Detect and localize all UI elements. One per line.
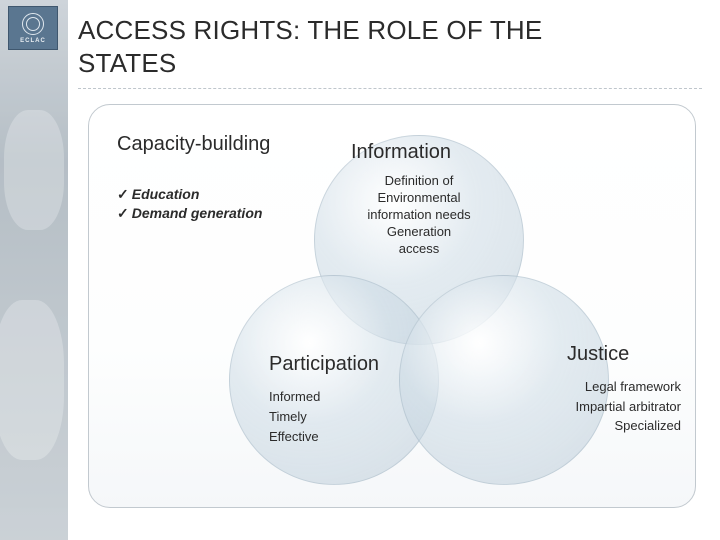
information-body: Definition of Environmental information … (339, 173, 499, 257)
capacity-item: ✓Demand generation (117, 204, 262, 223)
title-line-1: ACCESS RIGHTS: THE ROLE OF THE (78, 14, 542, 47)
title-divider (78, 88, 702, 89)
sidebar-map-strip (0, 0, 68, 540)
capacity-items: ✓Education ✓Demand generation (117, 185, 262, 223)
justice-body: Legal framework Impartial arbitrator Spe… (521, 377, 681, 436)
checkmark-icon: ✓ (117, 205, 129, 221)
page-title: ACCESS RIGHTS: THE ROLE OF THE STATES (78, 14, 542, 79)
logo-abbrev: ECLAC (20, 38, 46, 44)
title-line-2: STATES (78, 47, 542, 80)
participation-heading: Participation (269, 353, 379, 376)
un-emblem-icon (22, 13, 44, 35)
capacity-heading: Capacity-building (117, 133, 270, 156)
justice-heading: Justice (567, 343, 629, 366)
capacity-item: ✓Education (117, 185, 262, 204)
content-panel: Capacity-building ✓Education ✓Demand gen… (88, 104, 696, 508)
information-heading: Information (351, 141, 451, 164)
checkmark-icon: ✓ (117, 186, 129, 202)
participation-body: Informed Timely Effective (269, 387, 320, 447)
eclac-logo: ECLAC (8, 6, 58, 50)
